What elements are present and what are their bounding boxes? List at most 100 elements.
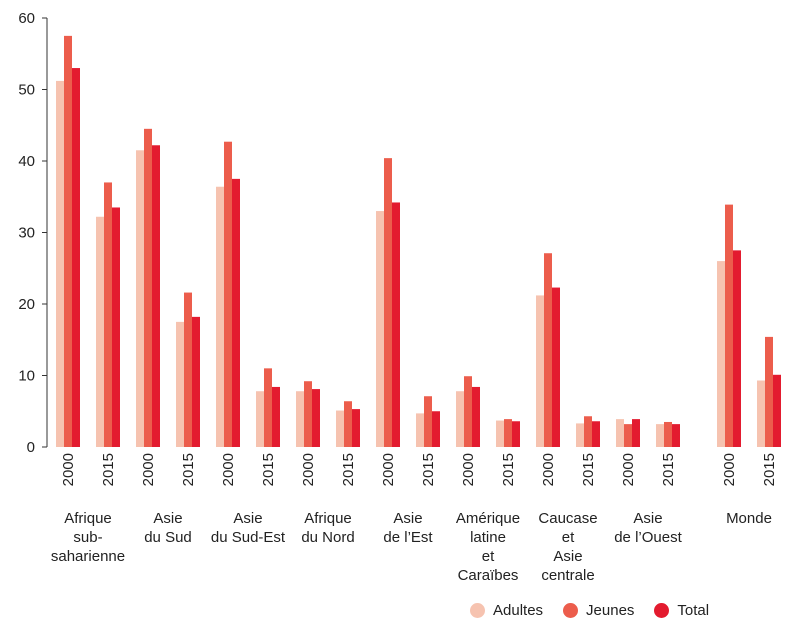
bar-total (672, 424, 680, 447)
bar-total (352, 409, 360, 447)
bar-adultes (536, 295, 544, 447)
legend-item-jeunes: Jeunes (563, 602, 634, 619)
x-year-label: 2015 (100, 453, 117, 486)
y-tick-label: 10 (18, 368, 35, 385)
bar-adultes (256, 391, 264, 447)
legend-item-adultes: Adultes (470, 602, 543, 619)
category-label: latine (470, 529, 506, 546)
category-label: et (482, 548, 495, 565)
category-label: Asie (153, 510, 182, 527)
y-tick-label: 50 (18, 82, 35, 99)
x-year-label: 2000 (620, 453, 637, 486)
bar-jeunes (464, 376, 472, 447)
y-tick-label: 20 (18, 296, 35, 313)
x-year-label: 2015 (260, 453, 277, 486)
bar-total (392, 202, 400, 447)
x-year-label: 2015 (420, 453, 437, 486)
bar-adultes (456, 391, 464, 447)
legend-label-total: Total (677, 602, 710, 619)
bar-total (272, 386, 280, 447)
bar-total (232, 178, 240, 447)
bar-jeunes (664, 421, 672, 447)
bar-total (773, 374, 781, 447)
x-year-label: 2000 (380, 453, 397, 486)
bar-adultes (616, 419, 624, 447)
category-label: Monde (726, 510, 772, 527)
bar-total (733, 250, 741, 447)
chart-legend: Adultes Jeunes Total (470, 602, 729, 619)
legend-label-jeunes: Jeunes (586, 602, 635, 619)
bar-adultes (336, 410, 344, 447)
bar-jeunes (765, 336, 773, 447)
bar-jeunes (224, 141, 232, 447)
x-year-label: 2000 (721, 453, 738, 486)
category-label: sub- (73, 529, 102, 546)
bar-total (472, 386, 480, 447)
category-label: du Sud (144, 529, 192, 546)
x-year-label: 2015 (761, 453, 778, 486)
legend-item-total: Total (654, 602, 709, 619)
category-label: du Nord (301, 529, 354, 546)
bar-total (632, 419, 640, 447)
bar-jeunes (264, 368, 272, 447)
bar-total (552, 287, 560, 447)
legend-swatch-adultes (470, 603, 485, 618)
bar-adultes (56, 80, 64, 448)
bar-adultes (496, 420, 504, 447)
bar-adultes (376, 211, 384, 447)
bar-adultes (416, 413, 424, 447)
bar-total (432, 411, 440, 447)
category-label: Asie (233, 510, 262, 527)
category-label: Asie (633, 510, 662, 527)
bar-adultes (136, 150, 144, 447)
category-label: Amérique (456, 510, 520, 527)
x-year-label: 2015 (660, 453, 677, 486)
bar-jeunes (184, 292, 192, 447)
legend-swatch-total (654, 603, 670, 618)
x-year-label: 2015 (340, 453, 357, 486)
y-tick-label: 0 (27, 439, 35, 456)
legend-swatch-jeunes (563, 603, 579, 618)
bar-jeunes (544, 253, 552, 447)
bar-adultes (96, 216, 104, 447)
bar-adultes (216, 186, 224, 448)
category-label: saharienne (51, 548, 125, 565)
legend-label-adultes: Adultes (493, 602, 544, 619)
bar-jeunes (304, 381, 312, 447)
category-label: et (562, 529, 575, 546)
bar-jeunes (344, 401, 352, 447)
bar-total (312, 389, 320, 447)
x-year-label: 2000 (300, 453, 317, 486)
bar-jeunes (104, 182, 112, 447)
category-label: Asie (553, 548, 582, 565)
bar-adultes (176, 321, 184, 447)
bar-jeunes (384, 158, 392, 447)
x-year-label: 2000 (60, 453, 77, 486)
x-year-label: 2000 (220, 453, 237, 486)
category-label: centrale (541, 567, 594, 584)
bar-jeunes (725, 204, 733, 447)
bar-adultes (717, 261, 725, 447)
bar-jeunes (64, 35, 72, 447)
category-label: Asie (393, 510, 422, 527)
bar-adultes (296, 391, 304, 447)
y-tick-label: 60 (18, 10, 35, 27)
bar-adultes (757, 380, 765, 447)
category-label: du Sud-Est (211, 529, 286, 546)
x-year-label: 2015 (580, 453, 597, 486)
category-label: de l’Est (383, 529, 433, 546)
bar-jeunes (424, 396, 432, 447)
bar-total (192, 316, 200, 447)
bar-jeunes (144, 128, 152, 447)
bar-jeunes (624, 424, 632, 447)
y-tick-label: 30 (18, 225, 35, 242)
x-year-label: 2000 (140, 453, 157, 486)
bar-adultes (656, 424, 664, 447)
category-label: Afrique (304, 510, 352, 527)
x-year-label: 2015 (500, 453, 517, 486)
category-label: Caraïbes (458, 567, 519, 584)
category-label: Caucase (538, 510, 597, 527)
bar-total (592, 421, 600, 447)
category-label: de l’Ouest (614, 529, 682, 546)
